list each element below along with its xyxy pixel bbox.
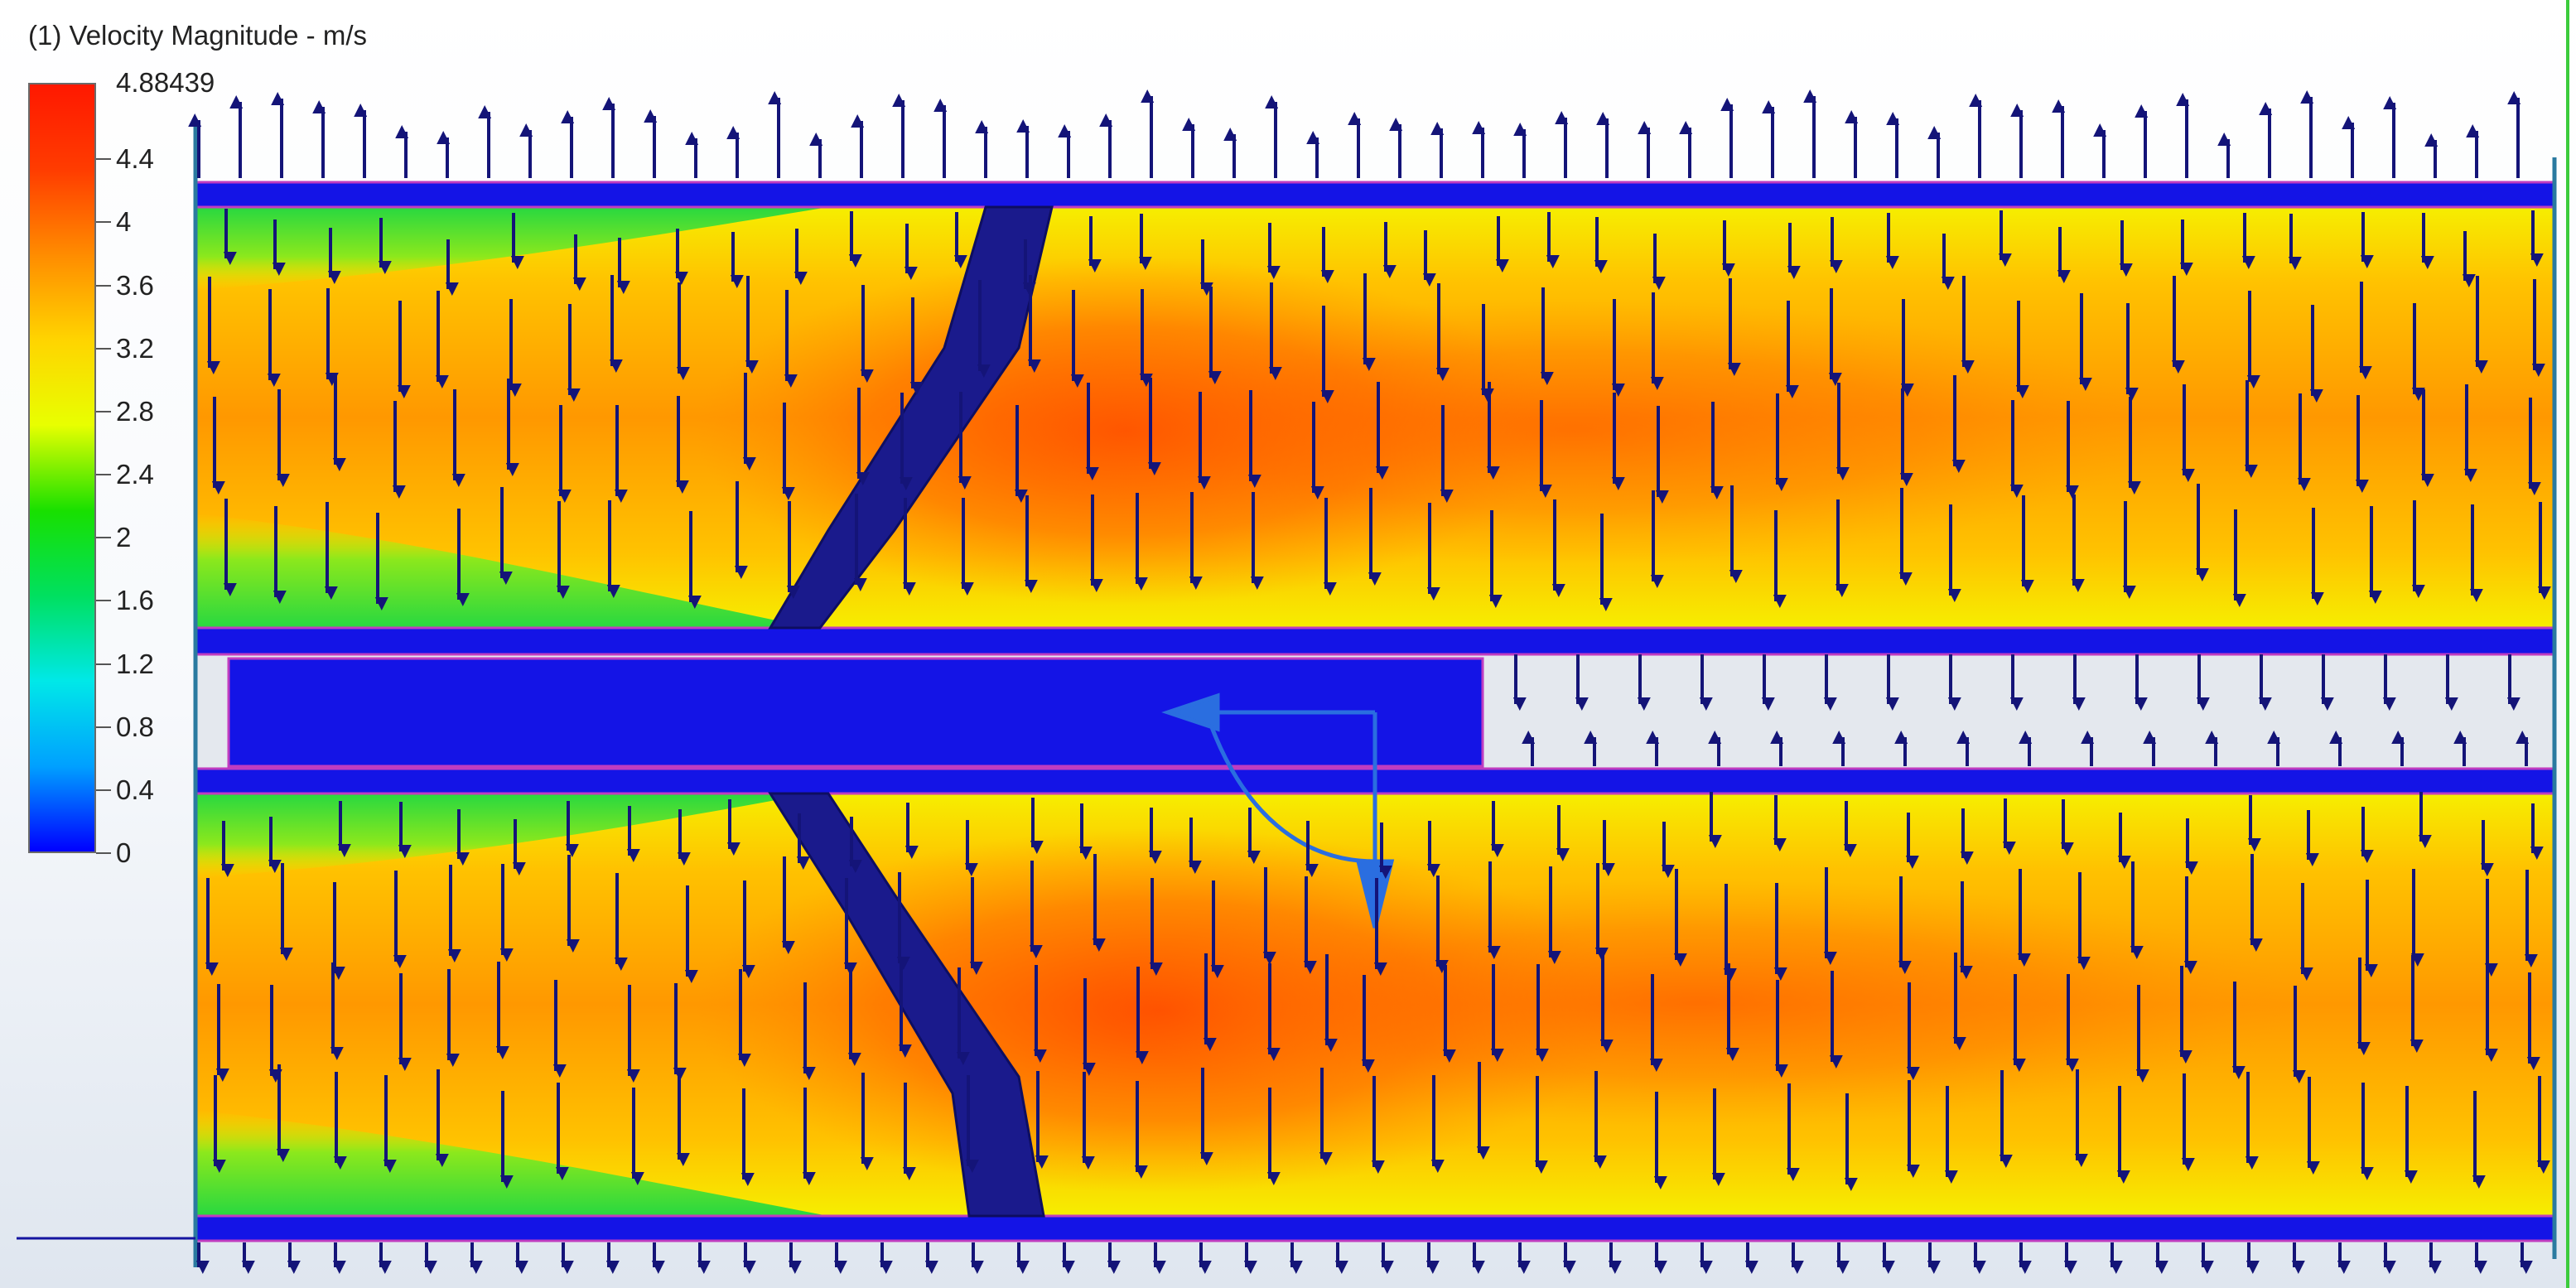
- top-wall: [194, 181, 2556, 209]
- legend-tick-label: 4.4: [116, 143, 154, 175]
- legend-tick-mark: [96, 410, 111, 412]
- legend-tick-mark: [96, 537, 111, 539]
- legend-tick-label: 0: [116, 837, 132, 868]
- legend-tick-label: 2: [116, 522, 132, 553]
- legend-tick-mark: [96, 221, 111, 224]
- color-legend-bar: [28, 83, 96, 853]
- legend-tick-mark: [96, 726, 111, 728]
- legend-tick-mark: [96, 347, 111, 350]
- legend-tick-mark: [96, 158, 111, 161]
- legend-tick-mark: [96, 789, 111, 791]
- legend-tick-label: 1.2: [116, 648, 154, 679]
- legend-tick-mark: [96, 474, 111, 476]
- bottom-wall: [194, 1214, 2556, 1242]
- legend-tick-mark: [96, 600, 111, 602]
- lower-channel-field: [195, 794, 2554, 1216]
- legend-tick-label: 3.6: [116, 269, 154, 301]
- upper-middle-wall: [194, 626, 2556, 656]
- upper-channel-field: [195, 207, 2554, 628]
- legend-max-label: 4.88439: [116, 67, 215, 98]
- legend-tick-mark: [96, 284, 111, 287]
- legend-title: (1) Velocity Magnitude - m/s: [28, 20, 367, 51]
- velocity-vectors: [188, 89, 2551, 1274]
- legend-tick-mark: [96, 852, 111, 854]
- legend-tick-label: 1.6: [116, 585, 154, 616]
- legend-tick-label: 2.4: [116, 459, 154, 490]
- legend-tick-label: 0.4: [116, 774, 154, 805]
- legend-tick-mark: [96, 663, 111, 665]
- legend-tick-label: 4: [116, 206, 132, 238]
- legend-tick-label: 0.8: [116, 711, 154, 742]
- legend-tick-label: 2.8: [116, 395, 154, 427]
- legend-tick-label: 3.2: [116, 332, 154, 364]
